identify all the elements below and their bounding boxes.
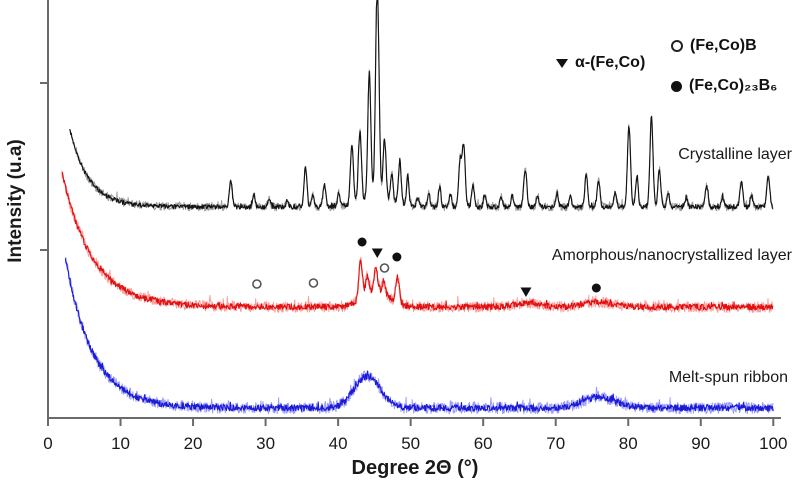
open-circle-icon [671,40,683,52]
x-tick-label: 20 [184,434,203,453]
legend-label-feco23b6: (Fe,Co)₂₃B₆ [689,77,778,94]
open-circle-marker [308,278,319,288]
x-tick-label: 0 [43,434,52,453]
series-label-crystalline: Crystalline layer [678,146,792,163]
triangle-down-marker [520,287,532,297]
open-circle-marker [379,263,390,273]
legend-item-fecob: (Fe,Co)B [671,37,757,55]
triangle-down-icon [556,58,568,68]
series-curve-amorphous-halo [61,170,774,313]
x-tick-label: 60 [474,434,493,453]
x-tick-label: 100 [759,434,787,453]
x-tick-label: 30 [256,434,275,453]
series-curve-meltspun-halo [64,257,774,415]
x-tick-label: 70 [546,434,565,453]
x-tick-label: 80 [619,434,638,453]
x-axis-label: Degree 2Θ (°) [351,457,479,479]
open-circle-marker [252,279,262,289]
y-axis-label: Intensity (u.a) [5,139,26,263]
series-curve-crystalline-halo [69,0,774,212]
series-curve-meltspun [64,258,774,412]
x-tick-label: 50 [401,434,420,453]
series-curve-amorphous [61,172,774,311]
filled-circle-icon [671,80,682,92]
filled-circle-marker [392,252,402,262]
x-tick-label: 90 [691,434,710,453]
x-tick-label: 40 [329,434,348,453]
legend-label-fecob: (Fe,Co)B [690,37,757,54]
series-curve-crystalline [69,0,774,210]
x-tick-label: 10 [111,434,130,453]
triangle-down-marker [371,248,383,258]
series-label-meltspun: Melt-spun ribbon [668,369,788,386]
legend-item-feco23b6: (Fe,Co)₂₃B₆ [671,77,777,95]
filled-circle-marker [591,283,601,293]
filled-circle-marker [357,237,367,247]
legend-label-alpha-feco: α-(Fe,Co) [575,54,646,71]
legend-item-alpha-feco: α-(Fe,Co) [556,54,645,72]
series-label-amorphous: Amorphous/nanocrystallized layer [551,247,792,264]
